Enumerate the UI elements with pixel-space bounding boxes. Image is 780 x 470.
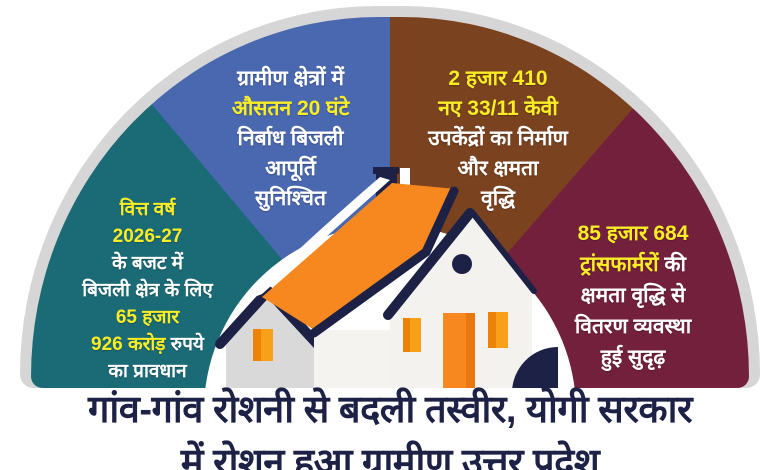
segment-text-line: ग्रामीण क्षेत्रों में: [193, 64, 388, 94]
segment-body-text: के बजट में: [111, 253, 184, 274]
segment-text-line: 926 करोड़ रुपये: [55, 331, 240, 358]
segment-text-line: आपूर्ति: [193, 154, 388, 184]
segment-text-line: के बजट में: [55, 250, 240, 277]
headline-line1: गांव-गांव रोशनी से बदली तस्वीर, योगी सरक…: [88, 389, 692, 431]
segment-highlight-text: वित्त वर्ष: [119, 199, 176, 220]
bush-shape: [512, 347, 558, 388]
segment-highlight-text: औसतन 20 घंटे: [231, 97, 350, 120]
segment-text-line: निर्बाध बिजली: [193, 124, 388, 154]
segment-text-line: वितरण व्यवस्था: [540, 311, 726, 342]
segment-body-text: सुनिश्चित: [255, 187, 326, 210]
chimney-white-pipe: [400, 168, 410, 196]
segment-body-text: रुपये: [165, 334, 204, 355]
main-roof-trim: [309, 186, 459, 338]
segment-highlight-text: 65 हजार: [115, 307, 180, 328]
segment-body-text: क्षमता वृद्धि से: [580, 284, 686, 307]
segment-body-text: वृद्धि: [481, 187, 515, 210]
segment-text-line: का प्रावधान: [55, 358, 240, 385]
main-window-left-shade: [403, 318, 410, 352]
segment-body-text: की: [658, 253, 686, 276]
segment-text-supply: ग्रामीण क्षेत्रों में औसतन 20 घंटे निर्बाध…: [193, 64, 388, 214]
segment-text-line: हुई सुदृढ़: [540, 342, 726, 373]
gable-trim-left: [383, 208, 475, 320]
segment-body-text: निर्बाध बिजली: [237, 127, 344, 150]
segment-text-transformers: 85 हजार 684 ट्रांसफार्मरों की क्षमता वृद्ध…: [540, 218, 726, 373]
segment-body-text: और क्षमता: [457, 157, 539, 180]
segment-highlight-text: 2026-27: [112, 226, 183, 247]
segment-highlight-text: ट्रांसफार्मरों: [580, 253, 659, 276]
gable-round-window: [452, 254, 472, 274]
segment-text-line: 2 हजार 410: [400, 64, 596, 94]
chimney-cap: [373, 167, 399, 174]
segment-body-text: उपकेंद्रों का निर्माण: [428, 127, 568, 150]
segment-body-text: ग्रामीण क्षेत्रों में: [237, 67, 344, 90]
roof-snow-sliver: [244, 177, 390, 301]
segment-text-line: क्षमता वृद्धि से: [540, 280, 726, 311]
house-illustration: [205, 167, 575, 388]
headline-line2: में रोशन हुआ ग्रामीण उत्तर प्रदेश: [180, 442, 600, 470]
segment-text-line: बिजली क्षेत्र के लिए: [55, 277, 240, 304]
segment-text-line: 65 हजार: [55, 304, 240, 331]
main-window-right-shade: [488, 312, 496, 348]
segment-text-line: ट्रांसफार्मरों की: [540, 249, 726, 280]
segment-text-line: उपकेंद्रों का निर्माण: [400, 124, 596, 154]
segment-text-line: औसतन 20 घंटे: [193, 94, 388, 124]
segment-body-text: आपूर्ति: [265, 157, 316, 180]
segment-highlight-text: नए 33/11 केवी: [438, 97, 558, 120]
segment-text-budget: वित्त वर्ष 2026-27 के बजट में बिजली क्षेत्र…: [55, 196, 240, 385]
segment-body-text: बिजली क्षेत्र के लिए: [82, 280, 213, 301]
segment-highlight-text: 2 हजार 410: [448, 67, 548, 90]
segment-text-line: सुनिश्चित: [193, 184, 388, 214]
headline: गांव-गांव रोशनी से बदली तस्वीर, योगी सरक…: [0, 384, 780, 470]
segment-highlight-text: 85 हजार 684: [577, 222, 689, 245]
segment-text-line: और क्षमता: [400, 154, 596, 184]
segment-text-line: वृद्धि: [400, 184, 596, 214]
segment-text-line: 2026-27: [55, 223, 240, 250]
segment-text-line: वित्त वर्ष: [55, 196, 240, 223]
segment-body-text: हुई सुदृढ़: [600, 346, 666, 369]
middle-wall: [314, 330, 392, 388]
main-roof: [262, 183, 456, 331]
gable-trim-right: [469, 209, 537, 294]
segment-body-text: वितरण व्यवस्था: [574, 315, 692, 338]
segment-highlight-text: 926 करोड़: [91, 334, 166, 355]
segment-body-text: का प्रावधान: [108, 361, 187, 382]
annex-window-shade: [253, 329, 261, 361]
segment-text-line: नए 33/11 केवी: [400, 94, 596, 124]
segment-text-line: 85 हजार 684: [540, 218, 726, 249]
annex-roof-trim-left: [215, 286, 273, 349]
segment-text-substations: 2 हजार 410 नए 33/11 केवी उपकेंद्रों का निर…: [400, 64, 596, 214]
front-door-shade: [466, 313, 475, 388]
